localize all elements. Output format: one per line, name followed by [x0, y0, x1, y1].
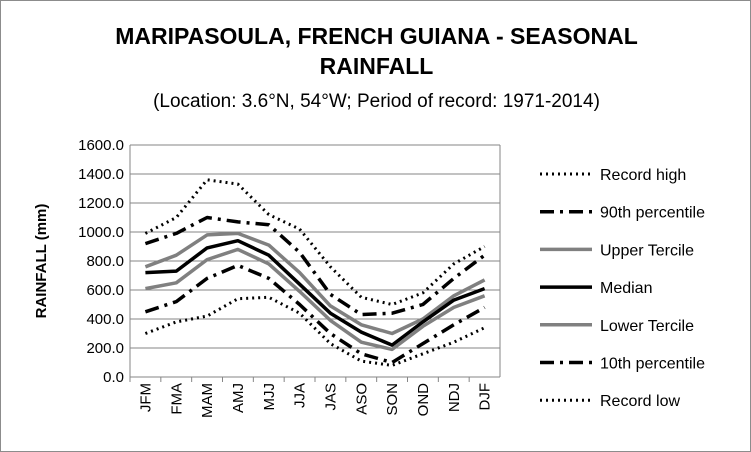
legend-label-10th-percentile: 10th percentile [600, 356, 705, 373]
chart-title-line2: RAINFALL [319, 53, 434, 79]
x-tick-label: NDJ [446, 383, 463, 412]
y-tick-label: 600.0 [86, 282, 124, 299]
series-line-record-low [144, 295, 486, 367]
series-line-record-high [144, 178, 486, 306]
legend-label-record-low: Record low [600, 393, 680, 410]
chart-subtitle: (Location: 3.6°N, 54°W; Period of record… [153, 91, 600, 112]
chart-title-line1: MARIPASOULA, FRENCH GUIANA - SEASONAL [115, 23, 638, 49]
y-tick-label: 1600.0 [78, 137, 124, 154]
x-tick-label: OND [415, 383, 432, 417]
x-tick-label: MAM [199, 383, 216, 418]
x-tick-label: ASO [353, 383, 370, 415]
x-tick-label: AMJ [230, 383, 247, 413]
x-tick-label: FMA [168, 383, 185, 415]
chart-title: MARIPASOULA, FRENCH GUIANA - SEASONAL RA… [1, 21, 751, 81]
x-tick-label: JJA [292, 383, 309, 408]
legend-label-lower-tercile: Lower Tercile [600, 318, 694, 335]
series-line-lower-tercile [145, 247, 486, 352]
x-tick-label: JAS [322, 383, 339, 411]
y-tick-label: 0.0 [103, 369, 124, 386]
series-line-90th-percentile [144, 215, 486, 317]
legend-label-median: Median [600, 280, 652, 297]
x-tick-label: DJF [477, 383, 494, 411]
y-tick-label: 1200.0 [78, 195, 124, 212]
series-line-10th-percentile [144, 263, 486, 365]
x-tick-label: SON [384, 383, 401, 416]
x-tick-label: JFM [137, 383, 154, 412]
legend-label-record-high: Record high [600, 167, 686, 184]
y-tick-label: 800.0 [86, 253, 124, 270]
y-tick-label: 400.0 [86, 311, 124, 328]
y-tick-label: 200.0 [86, 340, 124, 357]
y-axis-label: RAINFALL (mm) [33, 204, 50, 319]
x-tick-label: MJJ [261, 383, 278, 411]
y-tick-label: 1400.0 [78, 166, 124, 183]
series-line-median [145, 238, 486, 347]
y-tick-label: 1000.0 [78, 224, 124, 241]
legend-label-90th-percentile: 90th percentile [600, 205, 705, 222]
legend-label-upper-tercile: Upper Tercile [600, 242, 694, 259]
series-line-upper-tercile [144, 231, 486, 336]
